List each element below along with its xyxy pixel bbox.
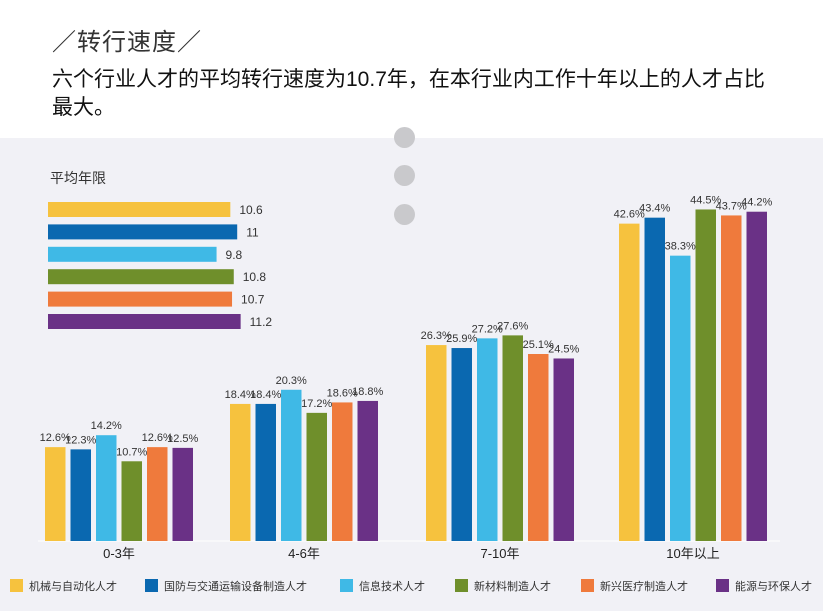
legend-label: 国防与交通运输设备制造人才 bbox=[164, 579, 307, 593]
bar-4-6--s4 bbox=[306, 412, 327, 541]
bar-value-label: 38.3% bbox=[665, 241, 696, 253]
avg-value-label: 10.6 bbox=[239, 203, 263, 217]
bar-0-3--s2 bbox=[70, 449, 91, 541]
bar-4-6--s6 bbox=[357, 400, 378, 541]
bar-10--s6 bbox=[746, 211, 767, 541]
bar-10--s2 bbox=[644, 217, 665, 542]
bar-value-label: 18.6% bbox=[327, 387, 358, 399]
bar-value-label: 26.3% bbox=[421, 330, 452, 342]
bar-7-10--s3 bbox=[477, 338, 498, 541]
avg-value-label: 10.8 bbox=[243, 270, 267, 284]
bar-4-6--s1 bbox=[230, 403, 251, 541]
bar-value-label: 25.9% bbox=[446, 333, 477, 345]
legend-swatch bbox=[455, 579, 468, 592]
bar-10--s3 bbox=[670, 255, 691, 542]
x-tick-label: 0-3年 bbox=[103, 546, 135, 561]
header: ／转行速度／ 六个行业人才的平均转行速度为10.7年，在本行业内工作十年以上的人… bbox=[0, 0, 823, 138]
bar-7-10--s4 bbox=[502, 335, 523, 541]
bar-value-label: 10.7% bbox=[116, 446, 147, 458]
bar-value-label: 12.5% bbox=[167, 433, 198, 445]
legend-label: 新兴医疗制造人才 bbox=[600, 579, 688, 593]
decor-dot bbox=[394, 127, 415, 148]
decor-dot bbox=[394, 204, 415, 225]
avg-chart-title: 平均年限 bbox=[50, 170, 106, 186]
headline: 六个行业人才的平均转行速度为10.7年，在本行业内工作十年以上的人才占比最大。 bbox=[52, 68, 765, 119]
bar-0-3--s1 bbox=[45, 447, 66, 541]
avg-bar-2 bbox=[48, 224, 238, 240]
x-tick-label: 7-10年 bbox=[480, 546, 519, 561]
legend-label: 机械与自动化人才 bbox=[29, 579, 117, 593]
bar-value-label: 27.2% bbox=[472, 323, 503, 335]
avg-bar-4 bbox=[48, 269, 234, 285]
bar-10--s5 bbox=[721, 215, 742, 541]
avg-value-label: 11 bbox=[246, 225, 259, 239]
bar-4-6--s3 bbox=[281, 389, 302, 541]
bar-value-label: 20.3% bbox=[276, 375, 307, 387]
bar-4-6--s5 bbox=[332, 402, 353, 541]
bar-value-label: 12.6% bbox=[40, 432, 71, 444]
legend: 机械与自动化人才 国防与交通运输设备制造人才 信息技术人才 新材料制造人才 新兴医疗制造… bbox=[10, 579, 812, 593]
bar-7-10--s1 bbox=[426, 345, 447, 541]
bar-value-label: 14.2% bbox=[91, 420, 122, 432]
bar-7-10--s2 bbox=[451, 348, 472, 541]
bar-value-label: 18.4% bbox=[225, 389, 256, 401]
bar-value-label: 25.1% bbox=[523, 339, 554, 351]
avg-bar-3 bbox=[48, 246, 217, 262]
bar-value-label: 43.7% bbox=[716, 200, 747, 212]
legend-swatch bbox=[340, 579, 353, 592]
legend-swatch bbox=[716, 579, 729, 592]
bar-value-label: 44.2% bbox=[741, 197, 772, 209]
legend-swatch bbox=[10, 579, 23, 592]
bar-value-label: 17.2% bbox=[301, 398, 332, 410]
bar-value-label: 42.6% bbox=[614, 209, 645, 221]
bar-7-10--s6 bbox=[553, 358, 574, 541]
avg-value-label: 11.2 bbox=[250, 315, 273, 329]
avg-bar-5 bbox=[48, 291, 233, 307]
bar-value-label: 18.4% bbox=[250, 389, 281, 401]
tenure-distribution-chart: 12.6%12.3%14.2%10.7%12.6%12.5%0-3年18.4%1… bbox=[38, 194, 780, 561]
section-title: ／转行速度／ bbox=[52, 29, 202, 56]
avg-years-chart: 10.6 119.810.8 10.7 11.2 bbox=[48, 202, 272, 329]
legend-label: 新材料制造人才 bbox=[474, 579, 551, 593]
bar-0-3--s5 bbox=[147, 447, 168, 541]
avg-bar-6 bbox=[48, 314, 241, 329]
x-tick-label: 10年以上 bbox=[666, 546, 719, 561]
bar-value-label: 27.6% bbox=[497, 320, 528, 332]
legend-swatch bbox=[581, 579, 594, 592]
legend-label: 能源与环保人才 bbox=[735, 579, 812, 593]
bar-7-10--s5 bbox=[528, 354, 549, 541]
bar-value-label: 24.5% bbox=[548, 343, 579, 355]
bar-0-3--s6 bbox=[172, 447, 193, 541]
bar-0-3--s4 bbox=[121, 461, 142, 541]
x-tick-label: 4-6年 bbox=[288, 546, 320, 561]
avg-bar-1 bbox=[48, 202, 231, 217]
avg-value-label: 10.7 bbox=[241, 293, 265, 307]
bar-value-label: 18.8% bbox=[352, 386, 383, 398]
avg-value-label: 9.8 bbox=[226, 248, 243, 262]
bar-0-3--s3 bbox=[96, 435, 117, 541]
bar-10--s4 bbox=[695, 209, 716, 541]
legend-swatch bbox=[145, 579, 158, 592]
bar-value-label: 43.4% bbox=[639, 203, 670, 215]
bar-10--s1 bbox=[619, 223, 640, 541]
bar-value-label: 44.5% bbox=[690, 194, 721, 206]
bar-value-label: 12.3% bbox=[65, 434, 96, 446]
legend-label: 信息技术人才 bbox=[359, 579, 425, 593]
bar-value-label: 12.6% bbox=[142, 432, 173, 444]
decor-dot bbox=[394, 165, 415, 186]
bar-4-6--s2 bbox=[255, 403, 276, 541]
